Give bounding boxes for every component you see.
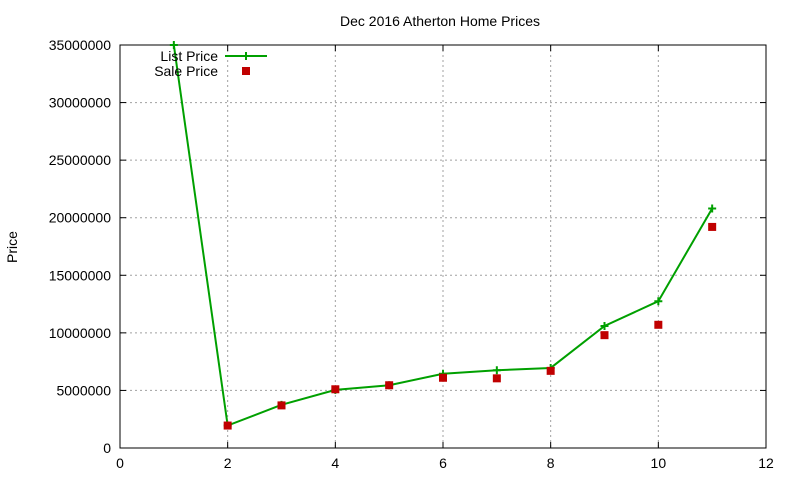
y-tick-label: 0 (103, 440, 111, 456)
y-tick-label: 20000000 (49, 210, 112, 226)
plot-border (119, 44, 767, 449)
y-tick-label: 25000000 (49, 152, 112, 168)
y-tick-label: 30000000 (49, 95, 112, 111)
list-price-point (708, 204, 717, 213)
x-tick-label: 2 (224, 455, 232, 471)
sale-price-point (708, 222, 717, 231)
x-tick-label: 10 (651, 455, 667, 471)
y-axis-label: Price (4, 231, 20, 263)
axes: 0 5000000 10000000 15000000 20000000 25000000… (49, 37, 774, 471)
x-tick-label: 4 (331, 455, 339, 471)
chart-title: Dec 2016 Atherton Home Prices (340, 13, 540, 29)
y-tick-label: 10000000 (49, 325, 112, 341)
sale-price-point (439, 373, 447, 382)
legend-label-sale-price: Sale Price (154, 63, 218, 79)
sale-price-point (385, 381, 394, 390)
list-price-point (169, 41, 178, 49)
x-tick-label: 8 (547, 455, 555, 471)
grid (120, 45, 766, 448)
sale-price-point (331, 385, 340, 394)
x-tick-label: 12 (758, 455, 774, 471)
sale-price-point (277, 401, 286, 410)
list-price-point (492, 366, 501, 375)
series (169, 41, 717, 430)
legend-marker-list-price (242, 52, 250, 60)
x-tick-label: 0 (116, 455, 124, 471)
legend-marker-sale-price (242, 67, 250, 75)
sale-price-point (492, 374, 501, 383)
x-tick-label: 6 (439, 455, 447, 471)
sale-price-point (654, 320, 663, 329)
sale-price-point (600, 331, 609, 340)
list-price-point (600, 321, 609, 330)
sale-price-point (223, 421, 232, 430)
y-tick-label: 5000000 (56, 382, 111, 398)
y-tick-label: 35000000 (49, 37, 112, 53)
y-tick-label: 15000000 (49, 267, 112, 283)
list-price-point (654, 297, 663, 306)
sale-price-point (546, 366, 555, 375)
legend-label-list-price: List Price (160, 48, 218, 64)
